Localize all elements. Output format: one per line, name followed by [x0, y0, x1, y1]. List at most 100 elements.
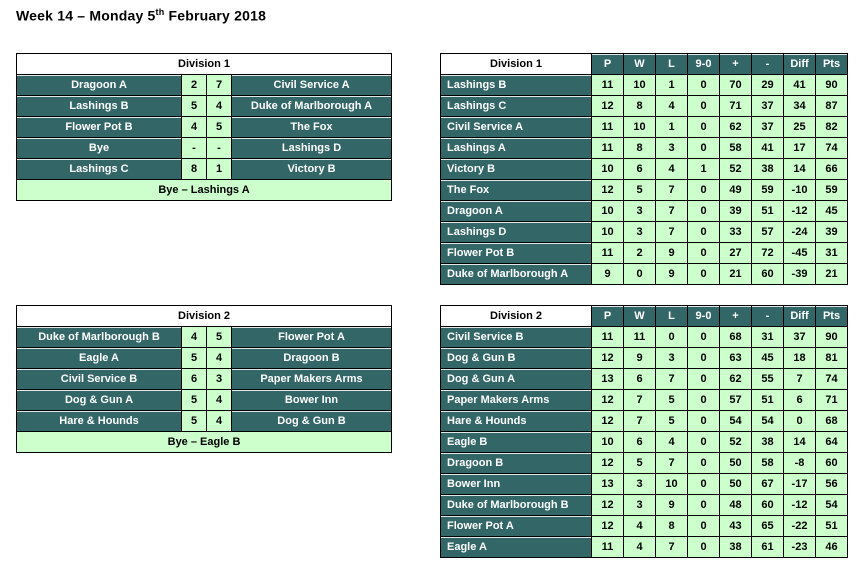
- stat-value: 9: [624, 348, 656, 369]
- stat-value: 38: [720, 537, 752, 558]
- stat-value: 59: [752, 180, 784, 201]
- home-team-name: Eagle A: [17, 348, 182, 369]
- standings-row: Dragoon B 12 5 7 0 50 58 -8 60: [441, 453, 848, 474]
- home-score: 4: [182, 327, 207, 348]
- stat-value: -22: [784, 516, 816, 537]
- stat-value: 37: [784, 327, 816, 348]
- stat-value: -8: [784, 453, 816, 474]
- stat-value: 3: [656, 138, 688, 159]
- stat-value: 10: [592, 432, 624, 453]
- stat-value: 68: [720, 327, 752, 348]
- bye-row: Bye – Eagle B: [17, 432, 393, 453]
- stat-value: -23: [784, 537, 816, 558]
- stat-value: 51: [752, 201, 784, 222]
- standings-row: Lashings D 10 3 7 0 33 57 -24 39: [441, 222, 848, 243]
- stat-value: 54: [752, 411, 784, 432]
- stat-value: 0: [688, 474, 720, 495]
- stat-value: 82: [816, 117, 848, 138]
- stat-value: 63: [720, 348, 752, 369]
- stat-value: 5: [624, 180, 656, 201]
- stat-value: 49: [720, 180, 752, 201]
- stat-value: 6: [624, 159, 656, 180]
- home-team-name: Lashings C: [17, 159, 182, 180]
- stat-value: 10: [656, 474, 688, 495]
- stat-value: 11: [592, 537, 624, 558]
- stat-value: 0: [688, 537, 720, 558]
- division1-standings-table: Division 1 P W L 9-0 + - Diff Pts Lashin…: [440, 53, 848, 285]
- stat-value: 8: [656, 516, 688, 537]
- standings-row: Victory B 10 6 4 1 52 38 14 66: [441, 159, 848, 180]
- team-name: Lashings D: [441, 222, 592, 243]
- stat-value: 0: [688, 222, 720, 243]
- match-row: Flower Pot B 4 5 The Fox: [17, 117, 393, 138]
- stat-value: 11: [592, 138, 624, 159]
- stat-value: 12: [592, 348, 624, 369]
- away-score: 5: [207, 327, 232, 348]
- home-score: 5: [182, 96, 207, 117]
- stat-value: 0: [688, 432, 720, 453]
- stat-value: 1: [656, 75, 688, 96]
- stat-value: 8: [624, 96, 656, 117]
- home-score: 6: [182, 369, 207, 390]
- bye-row: Bye – Lashings A: [17, 180, 393, 201]
- stat-value: 68: [816, 411, 848, 432]
- stat-value: 4: [624, 516, 656, 537]
- stat-value: 11: [592, 243, 624, 264]
- stat-value: 7: [624, 411, 656, 432]
- team-name: Dog & Gun A: [441, 369, 592, 390]
- stat-value: 6: [624, 369, 656, 390]
- team-name: Eagle B: [441, 432, 592, 453]
- stat-value: 41: [784, 75, 816, 96]
- stat-value: 10: [592, 201, 624, 222]
- division1-bye-note: Bye – Lashings A: [17, 180, 393, 201]
- standings-header-row: Division 2 P W L 9-0 + - Diff Pts: [441, 306, 848, 327]
- stat-value: 60: [752, 264, 784, 285]
- team-name: Victory B: [441, 159, 592, 180]
- stat-value: 64: [816, 432, 848, 453]
- stat-value: 37: [752, 117, 784, 138]
- stat-value: 0: [688, 327, 720, 348]
- column-header-diff: Diff: [784, 306, 816, 327]
- column-header-nine-nil: 9-0: [688, 306, 720, 327]
- standings-row: Hare & Hounds 12 7 5 0 54 54 0 68: [441, 411, 848, 432]
- standings-row: Duke of Marlborough B 12 3 9 0 48 60 -12 54: [441, 495, 848, 516]
- division2-standings-table: Division 2 P W L 9-0 + - Diff Pts Civil …: [440, 305, 848, 558]
- team-name: The Fox: [441, 180, 592, 201]
- stat-value: 7: [624, 390, 656, 411]
- division1-results-title: Division 1: [17, 54, 393, 75]
- stat-value: 0: [784, 411, 816, 432]
- stat-value: 66: [816, 159, 848, 180]
- stat-value: 0: [688, 348, 720, 369]
- stat-value: 9: [656, 264, 688, 285]
- stat-value: 37: [752, 96, 784, 117]
- team-name: Dragoon A: [441, 201, 592, 222]
- standings-row: Dragoon A 10 3 7 0 39 51 -12 45: [441, 201, 848, 222]
- away-score: 7: [207, 75, 232, 96]
- stat-value: 18: [784, 348, 816, 369]
- stat-value: 21: [720, 264, 752, 285]
- stat-value: 61: [752, 537, 784, 558]
- division2-results-title: Division 2: [17, 306, 393, 327]
- column-header-against: -: [752, 306, 784, 327]
- stat-value: 31: [752, 327, 784, 348]
- stat-value: 3: [624, 474, 656, 495]
- standings-header-row: Division 1 P W L 9-0 + - Diff Pts: [441, 54, 848, 75]
- stat-value: 3: [624, 201, 656, 222]
- standings-row: Flower Pot B 11 2 9 0 27 72 -45 31: [441, 243, 848, 264]
- stat-value: 5: [624, 453, 656, 474]
- team-name: Civil Service B: [441, 327, 592, 348]
- stat-value: 5: [656, 390, 688, 411]
- home-score: 2: [182, 75, 207, 96]
- team-name: Duke of Marlborough B: [441, 495, 592, 516]
- stat-value: -24: [784, 222, 816, 243]
- away-score: 4: [207, 390, 232, 411]
- team-name: Paper Makers Arms: [441, 390, 592, 411]
- column-header-lost: L: [656, 306, 688, 327]
- stat-value: 29: [752, 75, 784, 96]
- standings-row: Civil Service A 11 10 1 0 62 37 25 82: [441, 117, 848, 138]
- stat-value: 11: [592, 117, 624, 138]
- home-team-name: Duke of Marlborough B: [17, 327, 182, 348]
- stat-value: 0: [688, 369, 720, 390]
- stat-value: 43: [720, 516, 752, 537]
- stat-value: 51: [752, 390, 784, 411]
